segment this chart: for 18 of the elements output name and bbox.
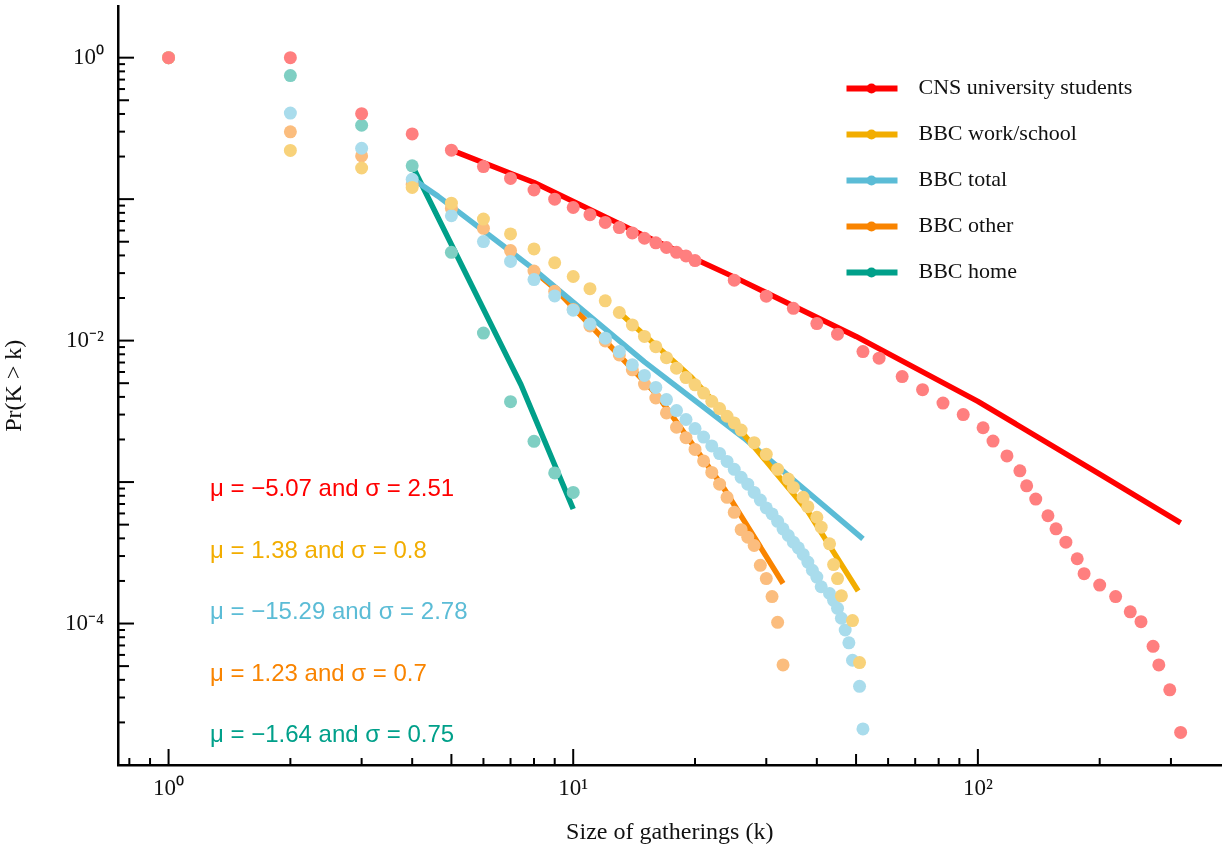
- annotation: μ = −15.29 and σ = 2.78: [210, 597, 468, 625]
- y-tick-label: 10⁰: [73, 43, 104, 69]
- y-tick-label: 10⁻²: [66, 326, 105, 352]
- x-tick-label: 10²: [962, 774, 993, 800]
- legend-label: BBC work/school: [918, 120, 1077, 146]
- annotation: μ = 1.23 and σ = 0.7: [210, 658, 427, 686]
- y-tick-label: 10⁻⁴: [64, 609, 104, 635]
- x-axis-title: Size of gatherings (k): [566, 817, 774, 844]
- annotation: μ = −5.07 and σ = 2.51: [210, 474, 455, 502]
- x-tick-label: 10¹: [558, 774, 589, 800]
- legend-label: BBC other: [918, 212, 1014, 238]
- legend-label: BBC total: [918, 166, 1008, 192]
- annotation: μ = 1.38 and σ = 0.8: [210, 535, 427, 563]
- x-tick-label: 10⁰: [153, 774, 185, 800]
- y-axis-title: Pr(K > k): [0, 339, 26, 432]
- legend-label: BBC home: [918, 258, 1017, 284]
- legend-label: CNS university students: [918, 74, 1133, 100]
- annotation: μ = −1.64 and σ = 0.75: [210, 720, 455, 748]
